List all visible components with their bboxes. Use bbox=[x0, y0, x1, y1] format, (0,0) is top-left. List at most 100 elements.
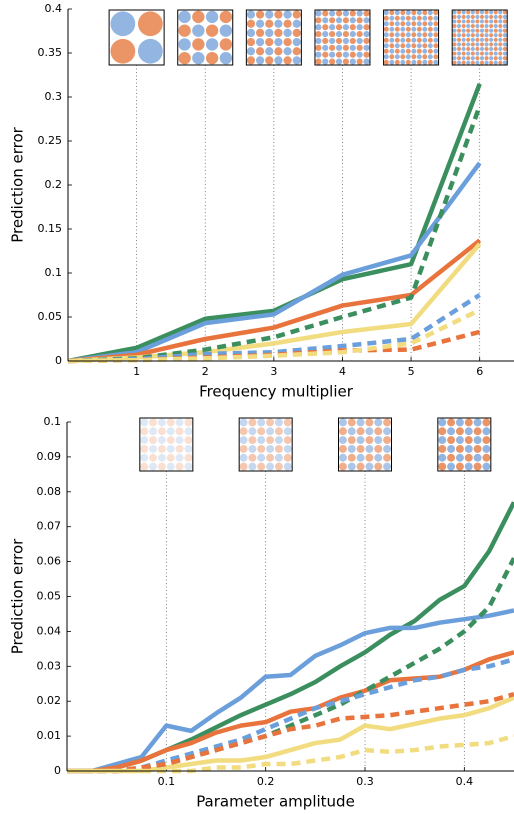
thumbnail-blob bbox=[498, 33, 503, 38]
thumbnail-blob bbox=[274, 28, 283, 38]
thumbnail-blob bbox=[427, 10, 433, 16]
thumbnail-blob bbox=[484, 19, 489, 24]
thumbnail-blob bbox=[342, 37, 349, 45]
thumbnail-blob bbox=[175, 418, 184, 427]
thumbnail-blob bbox=[356, 436, 365, 445]
thumbnail-blob bbox=[283, 47, 292, 56]
y-axis-title: Prediction error bbox=[9, 538, 27, 654]
thumbnail-blob bbox=[484, 37, 489, 42]
thumbnail-blob bbox=[479, 56, 485, 61]
thumbnail-blob bbox=[457, 10, 462, 15]
thumbnail-blob bbox=[356, 444, 365, 453]
thumbnail-blob bbox=[484, 42, 489, 47]
thumbnail-blob bbox=[383, 37, 389, 43]
thumbnail-blob bbox=[374, 462, 383, 471]
thumbnail-blob bbox=[349, 17, 356, 24]
thumbnail-blob bbox=[484, 46, 489, 52]
thumbnail-blob bbox=[338, 453, 347, 462]
thumbnail-blob bbox=[502, 42, 507, 47]
thumbnail-blob bbox=[342, 24, 349, 31]
thumbnail-blob bbox=[184, 427, 193, 436]
thumbnail-blob bbox=[257, 427, 266, 436]
thumbnail-blob bbox=[342, 51, 349, 58]
thumbnail-blob bbox=[335, 37, 343, 45]
thumbnail-blob bbox=[479, 51, 485, 56]
thumbnail-blob bbox=[175, 453, 184, 462]
thumbnail-blob bbox=[329, 24, 336, 31]
y-axis-title: Prediction error bbox=[9, 126, 27, 242]
thumbnail-blob bbox=[292, 10, 301, 19]
thumbnail-blob bbox=[489, 51, 494, 56]
thumbnail-blob bbox=[498, 56, 503, 61]
y-tick-label: 0.07 bbox=[37, 520, 62, 533]
thumbnail-blob bbox=[452, 56, 457, 61]
thumbnail-blob bbox=[363, 17, 370, 24]
thumbnail-blob bbox=[405, 26, 411, 32]
thumbnail-blob bbox=[452, 14, 457, 19]
thumbnail-blob bbox=[265, 37, 274, 47]
thumbnail-blob bbox=[452, 60, 457, 65]
thumbnail-blob bbox=[322, 17, 329, 24]
thumbnail-blob bbox=[484, 10, 489, 15]
thumbnail-blob bbox=[473, 453, 482, 462]
thumbnail-blob bbox=[166, 444, 175, 453]
thumbnail-blob bbox=[389, 32, 395, 38]
thumbnail-blob bbox=[184, 436, 193, 445]
thumbnail-blob bbox=[246, 56, 256, 65]
thumbnail-blob bbox=[356, 24, 363, 31]
thumbnail-blob bbox=[257, 436, 266, 445]
thumbnail-blob bbox=[110, 11, 136, 37]
thumbnail-blob bbox=[447, 453, 456, 462]
thumbnail-blob bbox=[470, 37, 475, 42]
thumbnail-blob bbox=[411, 43, 417, 49]
thumbnail-blob bbox=[455, 436, 464, 445]
thumbnail-blob bbox=[466, 14, 471, 19]
y-tick-label: 0.05 bbox=[37, 590, 62, 603]
thumbnail-blob bbox=[461, 46, 466, 52]
thumbnail-blob bbox=[322, 24, 329, 31]
thumbnail-blob bbox=[452, 28, 457, 33]
thumbnail-blob bbox=[411, 15, 417, 21]
thumbnail-blob bbox=[383, 436, 392, 445]
y-tick-label: 0 bbox=[55, 354, 62, 367]
thumbnail-blob bbox=[338, 462, 347, 471]
thumbnail-blob bbox=[383, 21, 389, 27]
thumbnail bbox=[383, 9, 440, 66]
thumbnail-blob bbox=[427, 43, 433, 49]
thumbnail-blob bbox=[315, 10, 322, 17]
thumbnail-blob bbox=[349, 44, 356, 51]
thumbnail-blob bbox=[479, 14, 485, 19]
thumbnail-blob bbox=[438, 444, 447, 453]
x-tick-label: 6 bbox=[476, 365, 483, 378]
thumbnail-blob bbox=[110, 38, 136, 64]
x-tick-label: 0.3 bbox=[356, 775, 374, 788]
thumbnail-blob bbox=[473, 418, 482, 427]
thumbnail-blob bbox=[322, 44, 329, 51]
thumbnail-blob bbox=[452, 42, 457, 47]
thumbnail-blob bbox=[433, 48, 439, 54]
thumbnail-blob bbox=[265, 19, 274, 28]
thumbnail-blob bbox=[239, 418, 248, 427]
thumbnail-blob bbox=[405, 37, 411, 43]
thumbnail-blob bbox=[455, 427, 464, 436]
thumbnail-blob bbox=[394, 37, 400, 43]
thumbnail-blob bbox=[475, 56, 480, 61]
thumbnail-blob bbox=[438, 427, 447, 436]
thumbnail-blob bbox=[475, 42, 480, 47]
thumbnail-blob bbox=[322, 30, 329, 38]
thumbnail-blob bbox=[461, 28, 466, 33]
thumbnail-blob bbox=[466, 28, 471, 33]
thumbnail-blob bbox=[157, 418, 166, 427]
thumbnail-blob bbox=[338, 436, 347, 445]
thumbnail-blob bbox=[363, 10, 370, 17]
thumbnail-blob bbox=[493, 46, 498, 52]
x-tick-label: 1 bbox=[133, 365, 140, 378]
thumbnail-blob bbox=[349, 51, 356, 58]
thumbnail-blob bbox=[457, 56, 462, 61]
thumbnail-blob bbox=[140, 453, 149, 462]
thumbnail-bg bbox=[452, 10, 508, 65]
thumbnail bbox=[177, 9, 234, 66]
thumbnail-blob bbox=[356, 30, 363, 38]
thumbnail-blob bbox=[265, 10, 274, 19]
thumbnail-blob bbox=[329, 37, 336, 45]
